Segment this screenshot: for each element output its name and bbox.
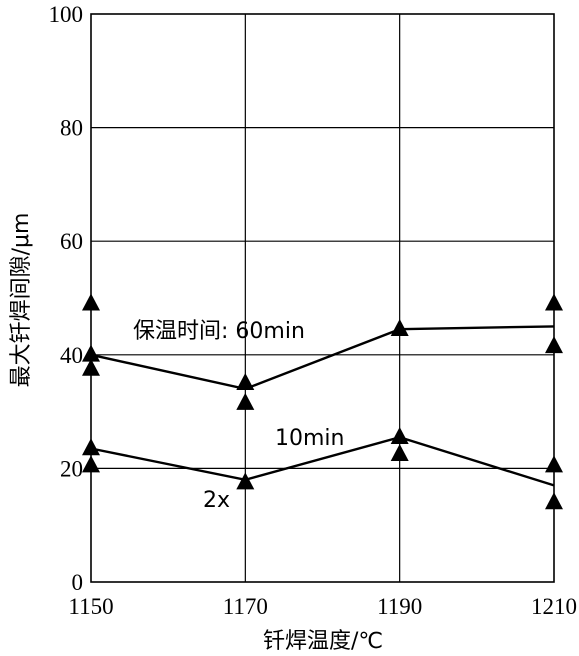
line-layer [90,325,555,487]
triangle-marker [390,444,409,461]
y-axis-label: 最大钎焊间隙/μm [9,213,34,388]
series-line-10min [90,435,555,487]
triangle-marker [390,427,409,444]
plot-frame [90,13,555,583]
triangle-marker [236,472,255,490]
triangle-marker [82,358,100,376]
grid-layer [90,13,555,583]
x-tick-label: 1190 [377,594,422,619]
triangle-marker [545,492,563,510]
triangle-marker [82,455,100,473]
y-tick-label: 100 [49,2,84,27]
x-tick-label: 1150 [68,594,113,619]
annotation-10min: 10min [275,426,344,451]
x-axis-label: 钎焊温度/℃ [263,629,383,654]
triangle-marker [545,336,563,354]
triangle-marker [82,344,100,362]
x-tick-label: 1210 [531,594,577,619]
annotation-2x: 2x [203,488,230,513]
y-tick-label: 20 [60,456,83,481]
y-tick-label: 40 [60,343,83,368]
y-tick-label: 80 [60,116,83,141]
marker-layer [82,293,563,510]
tick-layer: 0 20 40 60 80 100 1150 1170 1190 1210 [49,2,578,619]
triangle-marker [545,455,563,473]
y-tick-label: 0 [72,570,84,595]
triangle-marker [236,392,255,410]
triangle-marker [390,319,409,336]
triangle-marker [82,293,100,311]
y-tick-label: 60 [60,229,83,254]
triangle-marker [545,293,563,311]
x-tick-label: 1170 [223,594,268,619]
triangle-marker [82,438,100,456]
series-line-60min [90,325,555,391]
annotation-60min: 保温时间: 60min [133,319,305,344]
triangle-marker [236,373,255,390]
